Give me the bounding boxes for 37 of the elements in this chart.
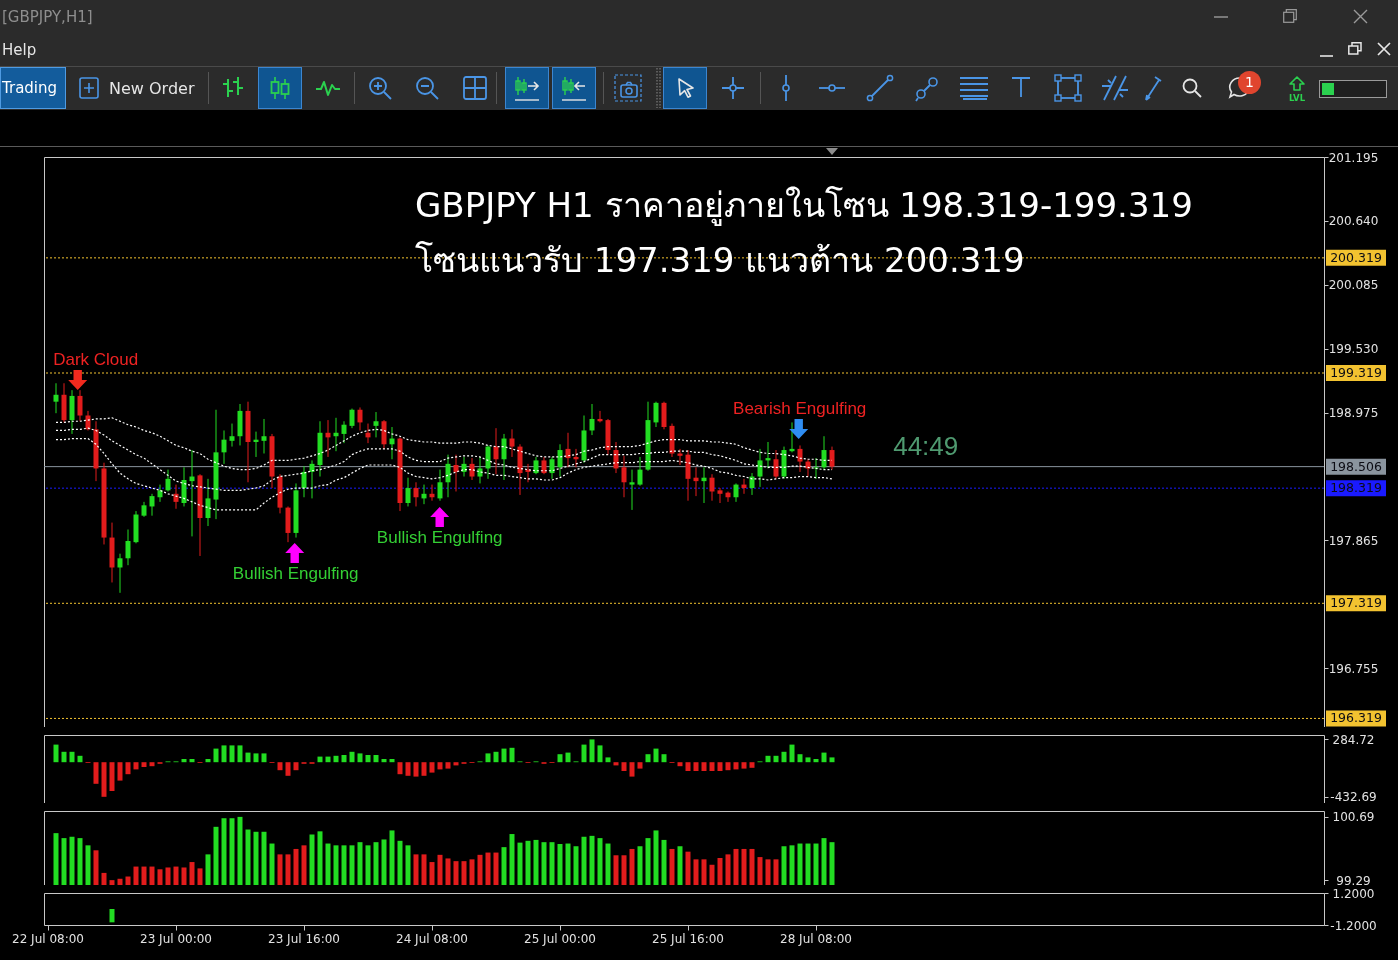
x-tick-label: 25 Jul 16:00 [652, 931, 724, 946]
y-tick-label: 196.755 [1328, 661, 1379, 676]
text: GBPJPY H1 ราคาอยู่ภายในโซน 198.319-199.319 [415, 185, 1193, 226]
ref-line-label: 198.319 [1330, 480, 1382, 496]
y-tick-label: 199.530 [1328, 342, 1379, 357]
y-tick-label: 284.72 [1332, 732, 1375, 747]
ref-line-label: 198.506 [1330, 458, 1382, 474]
y-tick-label: 1.2000 [1332, 886, 1375, 901]
y-tick-label: 198.975 [1328, 406, 1379, 421]
y-tick-label: -432.69 [1330, 790, 1377, 805]
y-tick-label: 201.195 [1328, 150, 1379, 165]
x-tick-label: 28 Jul 08:00 [780, 931, 852, 946]
ref-line-label: 200.319 [1330, 249, 1382, 265]
annotation: 44:49 [893, 431, 959, 461]
trading-button: Trading [0, 67, 66, 109]
ref-line-label: 196.319 [1330, 710, 1382, 726]
annotation: Bullish Engulfing [376, 528, 503, 547]
text: โซนแนวรับ 197.319 แนวต้าน 200.319 [415, 240, 1025, 280]
annotation: Bearish Engulfing [733, 399, 867, 418]
x-tick-label: 25 Jul 00:00 [524, 931, 596, 946]
text: Help [2, 41, 37, 59]
x-tick-label: 23 Jul 00:00 [140, 931, 212, 946]
y-tick-label: -1.2000 [1330, 918, 1377, 933]
y-tick-label: 100.69 [1332, 810, 1375, 825]
annotation: Dark Cloud [53, 350, 139, 369]
y-tick-label: 200.640 [1328, 214, 1379, 229]
annotation: Bullish Engulfing [232, 564, 359, 583]
ref-line-label: 199.319 [1330, 365, 1382, 381]
x-tick-label: 23 Jul 16:00 [268, 931, 340, 946]
x-tick-label: 22 Jul 08:00 [12, 931, 84, 946]
ref-line-label: 197.319 [1330, 595, 1382, 611]
x-tick-label: 24 Jul 08:00 [396, 931, 468, 946]
text: [GBPJPY,H1] [2, 8, 93, 26]
y-tick-label: 99.29 [1336, 873, 1371, 888]
text: New Order [109, 79, 195, 98]
y-tick-label: 197.865 [1328, 533, 1379, 548]
y-tick-label: 200.085 [1328, 278, 1379, 293]
